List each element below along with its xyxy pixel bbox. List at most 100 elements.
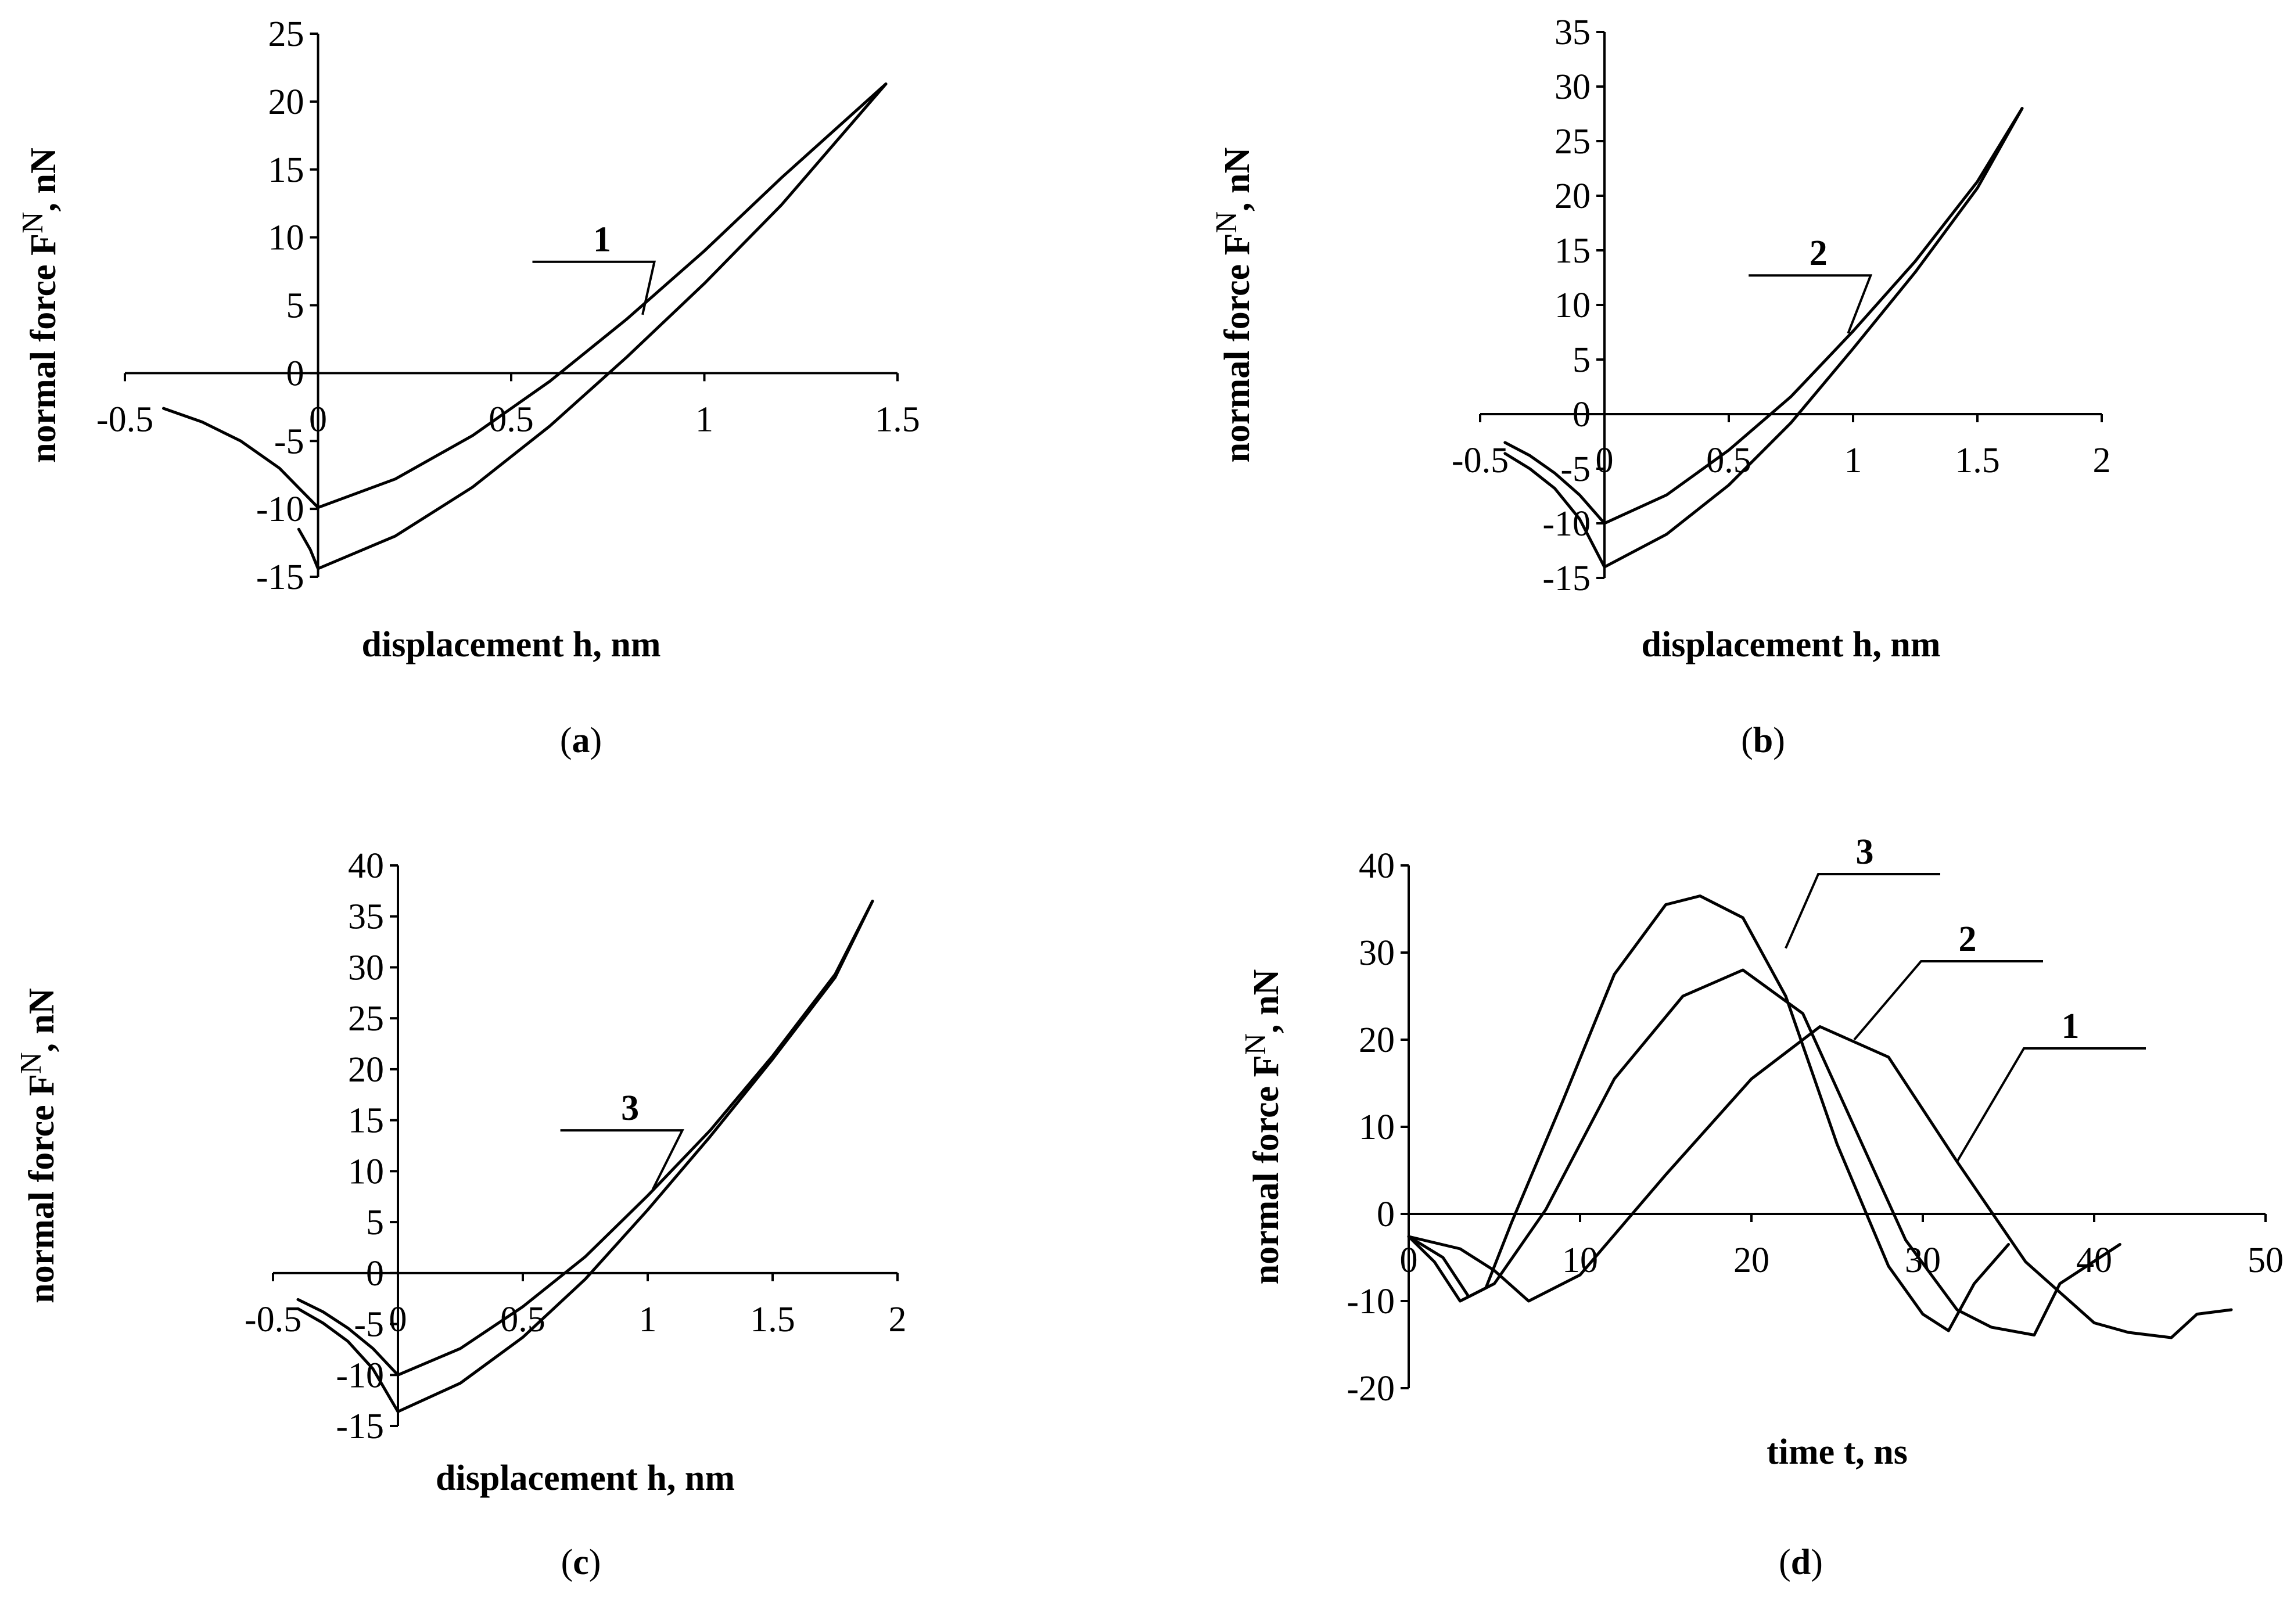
y-tick-label: -15: [256, 558, 304, 597]
y-tick-label: 5: [366, 1203, 384, 1242]
curve-label: 2: [1810, 233, 1828, 273]
y-axis-title-superscript: N: [1239, 1033, 1272, 1055]
y-axis-title-superscript: N: [1210, 211, 1243, 233]
series-curve-1: [1503, 107, 2024, 525]
annotation-leader: [1853, 960, 2043, 1041]
curve-label: 2: [1959, 919, 1977, 959]
y-tick-label: -10: [1347, 1282, 1395, 1321]
x-tick-label: 2: [889, 1300, 907, 1339]
series-curve-1: [162, 82, 888, 509]
panel-label-letter: c: [573, 1543, 589, 1582]
panel-label: (c): [561, 1543, 601, 1582]
y-tick-label: 35: [348, 897, 384, 937]
x-axis-title: displacement h, nm: [436, 1458, 735, 1498]
x-axis-title: displacement h, nm: [1642, 625, 1941, 664]
x-tick-label: 0: [1400, 1241, 1418, 1280]
annotation-leader: [532, 260, 656, 315]
y-tick-label: 0: [366, 1254, 384, 1294]
y-tick-label: -15: [336, 1407, 384, 1446]
panel-label-letter: a: [572, 721, 590, 760]
series-curve-1: [1407, 1025, 2233, 1339]
x-tick-label: 1.5: [1955, 441, 2000, 480]
panel-label-open: (: [560, 721, 572, 760]
x-tick-label: 1.5: [750, 1300, 795, 1339]
x-tick-label: 1: [1844, 441, 1862, 480]
y-tick-label: 10: [268, 218, 304, 258]
panel-label-close: ): [1773, 721, 1785, 760]
x-tick-label: 50: [2248, 1241, 2284, 1280]
y-tick-label: 25: [268, 15, 304, 54]
y-tick-label: 0: [286, 354, 304, 393]
x-tick-label: 1: [695, 400, 713, 439]
curve-label: 3: [1856, 832, 1874, 872]
x-tick-label: 20: [1733, 1241, 1769, 1280]
y-tick-label: 10: [1359, 1108, 1395, 1147]
panel-label-letter: d: [1791, 1543, 1811, 1582]
annotation-leader: [1749, 274, 1873, 334]
series-curve-1: [296, 899, 874, 1377]
series-curve-2: [296, 899, 874, 1413]
y-tick-label: 0: [1573, 395, 1591, 434]
annotation-leader: [1956, 1047, 2146, 1163]
x-tick-label: -0.5: [96, 400, 153, 439]
y-tick-label: 25: [348, 999, 384, 1039]
panel-label-close: ): [589, 1543, 601, 1582]
curve-label: 1: [593, 220, 611, 260]
y-tick-label: 25: [1555, 122, 1591, 161]
series-curve-2: [297, 82, 888, 570]
series-curve-2: [1407, 968, 2121, 1336]
y-tick-label: 40: [1359, 846, 1395, 886]
y-axis-title-main: normal force F: [1247, 1055, 1286, 1285]
series-curve-2: [1503, 107, 2024, 569]
y-axis-title-main: normal force F: [22, 1074, 62, 1303]
x-tick-label: 2: [2093, 441, 2111, 480]
y-axis-title: normal force FN, nN: [15, 988, 62, 1303]
y-axis-title-superscript: N: [16, 211, 49, 233]
y-tick-label: -5: [274, 422, 304, 461]
y-tick-label: 20: [348, 1050, 384, 1090]
y-tick-label: 40: [348, 846, 384, 886]
y-tick-label: 30: [1359, 933, 1395, 973]
y-tick-label: 10: [348, 1152, 384, 1191]
panel-label: (a): [560, 721, 602, 760]
y-tick-label: -20: [1347, 1369, 1395, 1409]
x-tick-label: 0: [309, 400, 327, 439]
y-axis-title-unit: , nN: [1247, 969, 1286, 1033]
y-tick-label: -15: [1542, 559, 1591, 598]
x-tick-label: -0.5: [1452, 441, 1509, 480]
panel-label-close: ): [1811, 1543, 1823, 1582]
x-tick-label: 1.5: [875, 400, 920, 439]
y-tick-label: 30: [1555, 67, 1591, 107]
panel-label-close: ): [590, 721, 602, 760]
y-axis-title-unit: , nN: [24, 148, 63, 211]
y-axis-title: normal force FN, nN: [16, 148, 63, 463]
y-tick-label: 15: [348, 1101, 384, 1141]
y-tick-label: 0: [1377, 1195, 1395, 1234]
x-axis-title: time t, ns: [1767, 1432, 1908, 1472]
x-tick-label: -0.5: [245, 1300, 301, 1339]
y-tick-label: 20: [268, 82, 304, 122]
y-axis-title: normal force FN, nN: [1239, 969, 1286, 1285]
y-tick-label: 20: [1555, 177, 1591, 216]
curve-label: 1: [2062, 1007, 2080, 1046]
panel-label-open: (: [1741, 721, 1753, 760]
y-axis-title-superscript: N: [15, 1052, 48, 1074]
curve-label: 3: [621, 1088, 639, 1128]
panel-label-open: (: [1779, 1543, 1791, 1582]
series-curve-3: [1407, 894, 2010, 1332]
panel-label-open: (: [561, 1543, 573, 1582]
x-tick-label: 1: [639, 1300, 657, 1339]
x-tick-label: 0: [389, 1300, 407, 1339]
annotation-leader: [560, 1129, 684, 1190]
x-axis-title: displacement h, nm: [362, 625, 661, 664]
y-tick-label: 5: [1573, 340, 1591, 380]
panel-label: (d): [1779, 1543, 1823, 1582]
y-axis-title-unit: , nN: [22, 988, 62, 1052]
y-axis-title-main: normal force F: [1218, 233, 1257, 463]
panel-label: (b): [1741, 721, 1785, 760]
